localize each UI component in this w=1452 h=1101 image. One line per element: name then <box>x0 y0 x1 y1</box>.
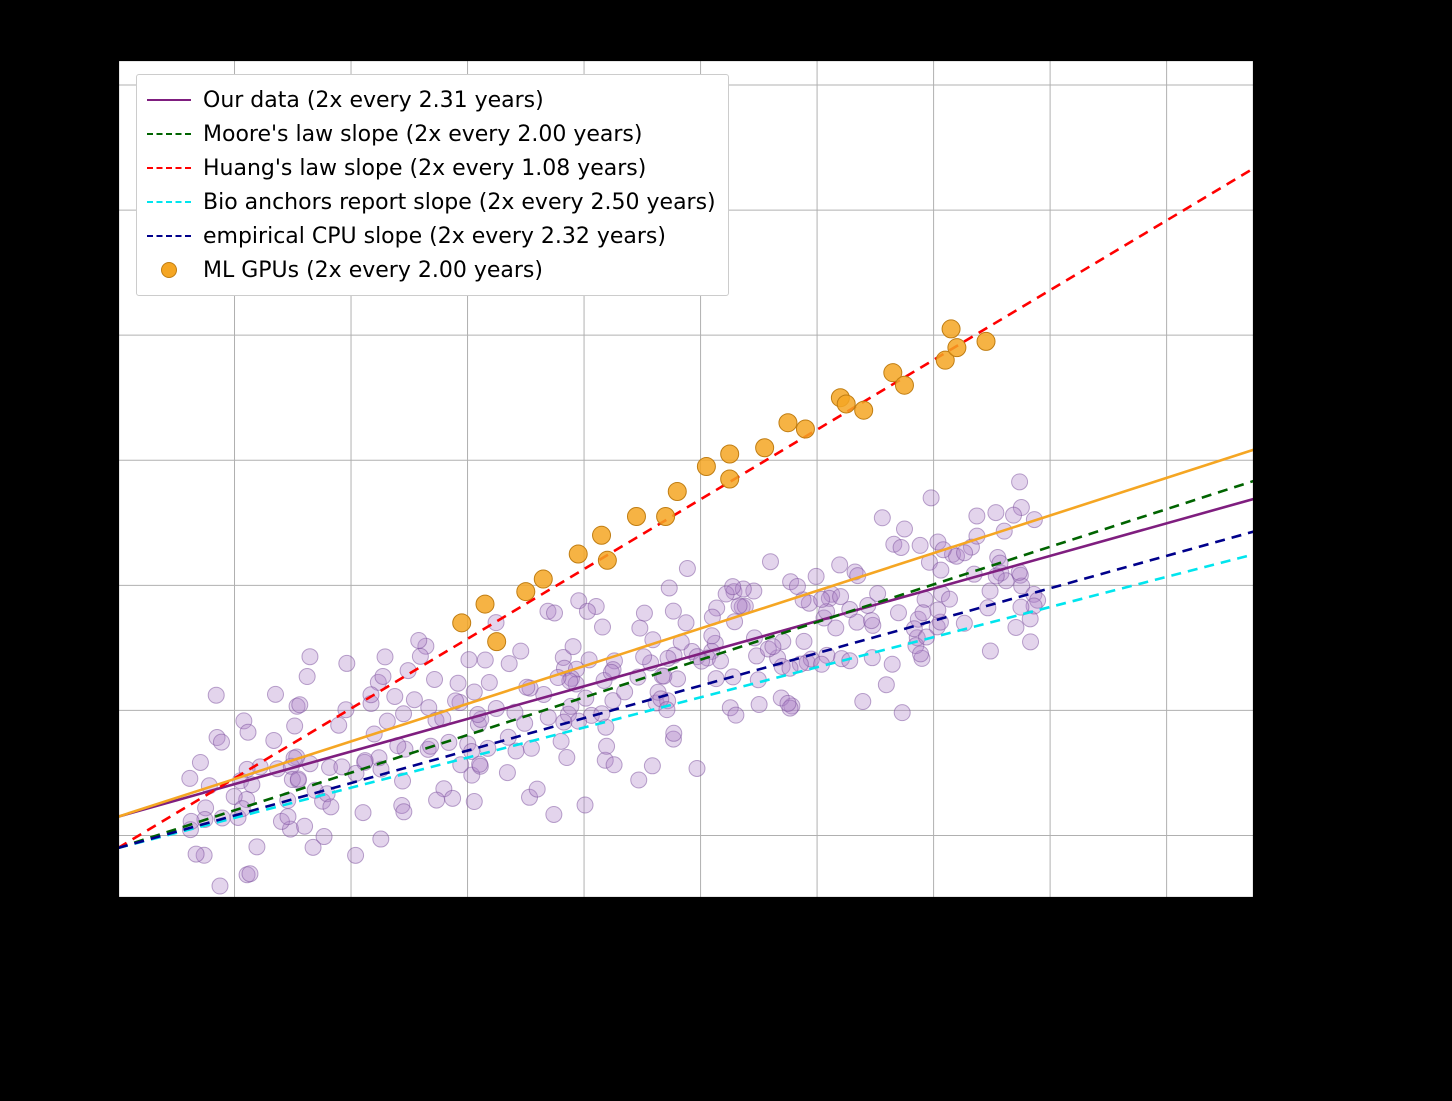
legend-swatch <box>147 156 191 180</box>
legend-label: Huang's law slope (2x every 1.08 years) <box>203 156 646 181</box>
legend-label: Bio anchors report slope (2x every 2.50 … <box>203 190 716 215</box>
legend-item-cpu: empirical CPU slope (2x every 2.32 years… <box>147 219 716 253</box>
legend-label: ML GPUs (2x every 2.00 years) <box>203 258 543 283</box>
legend-label: empirical CPU slope (2x every 2.32 years… <box>203 224 666 249</box>
legend-swatch <box>147 88 191 112</box>
line-icon <box>147 167 191 169</box>
line-icon <box>147 201 191 203</box>
legend-item-mlgpu_fit: ML GPUs (2x every 2.00 years) <box>147 253 716 287</box>
marker-icon <box>161 262 177 278</box>
legend-item-our_data: Our data (2x every 2.31 years) <box>147 83 716 117</box>
legend-swatch <box>147 224 191 248</box>
legend-label: Moore's law slope (2x every 2.00 years) <box>203 122 642 147</box>
legend-item-bioanchors: Bio anchors report slope (2x every 2.50 … <box>147 185 716 219</box>
chart-stage: Our data (2x every 2.31 years) Moore's la… <box>0 0 1452 1101</box>
line-icon <box>147 133 191 135</box>
legend-swatch <box>147 122 191 146</box>
legend-item-huang: Huang's law slope (2x every 1.08 years) <box>147 151 716 185</box>
legend-swatch <box>147 190 191 214</box>
legend-item-moore: Moore's law slope (2x every 2.00 years) <box>147 117 716 151</box>
legend-swatch <box>147 258 191 282</box>
legend-label: Our data (2x every 2.31 years) <box>203 88 544 113</box>
line-icon <box>147 235 191 237</box>
legend-box: Our data (2x every 2.31 years) Moore's la… <box>136 74 729 296</box>
plot-area: Our data (2x every 2.31 years) Moore's la… <box>118 60 1254 898</box>
line-icon <box>147 99 191 101</box>
